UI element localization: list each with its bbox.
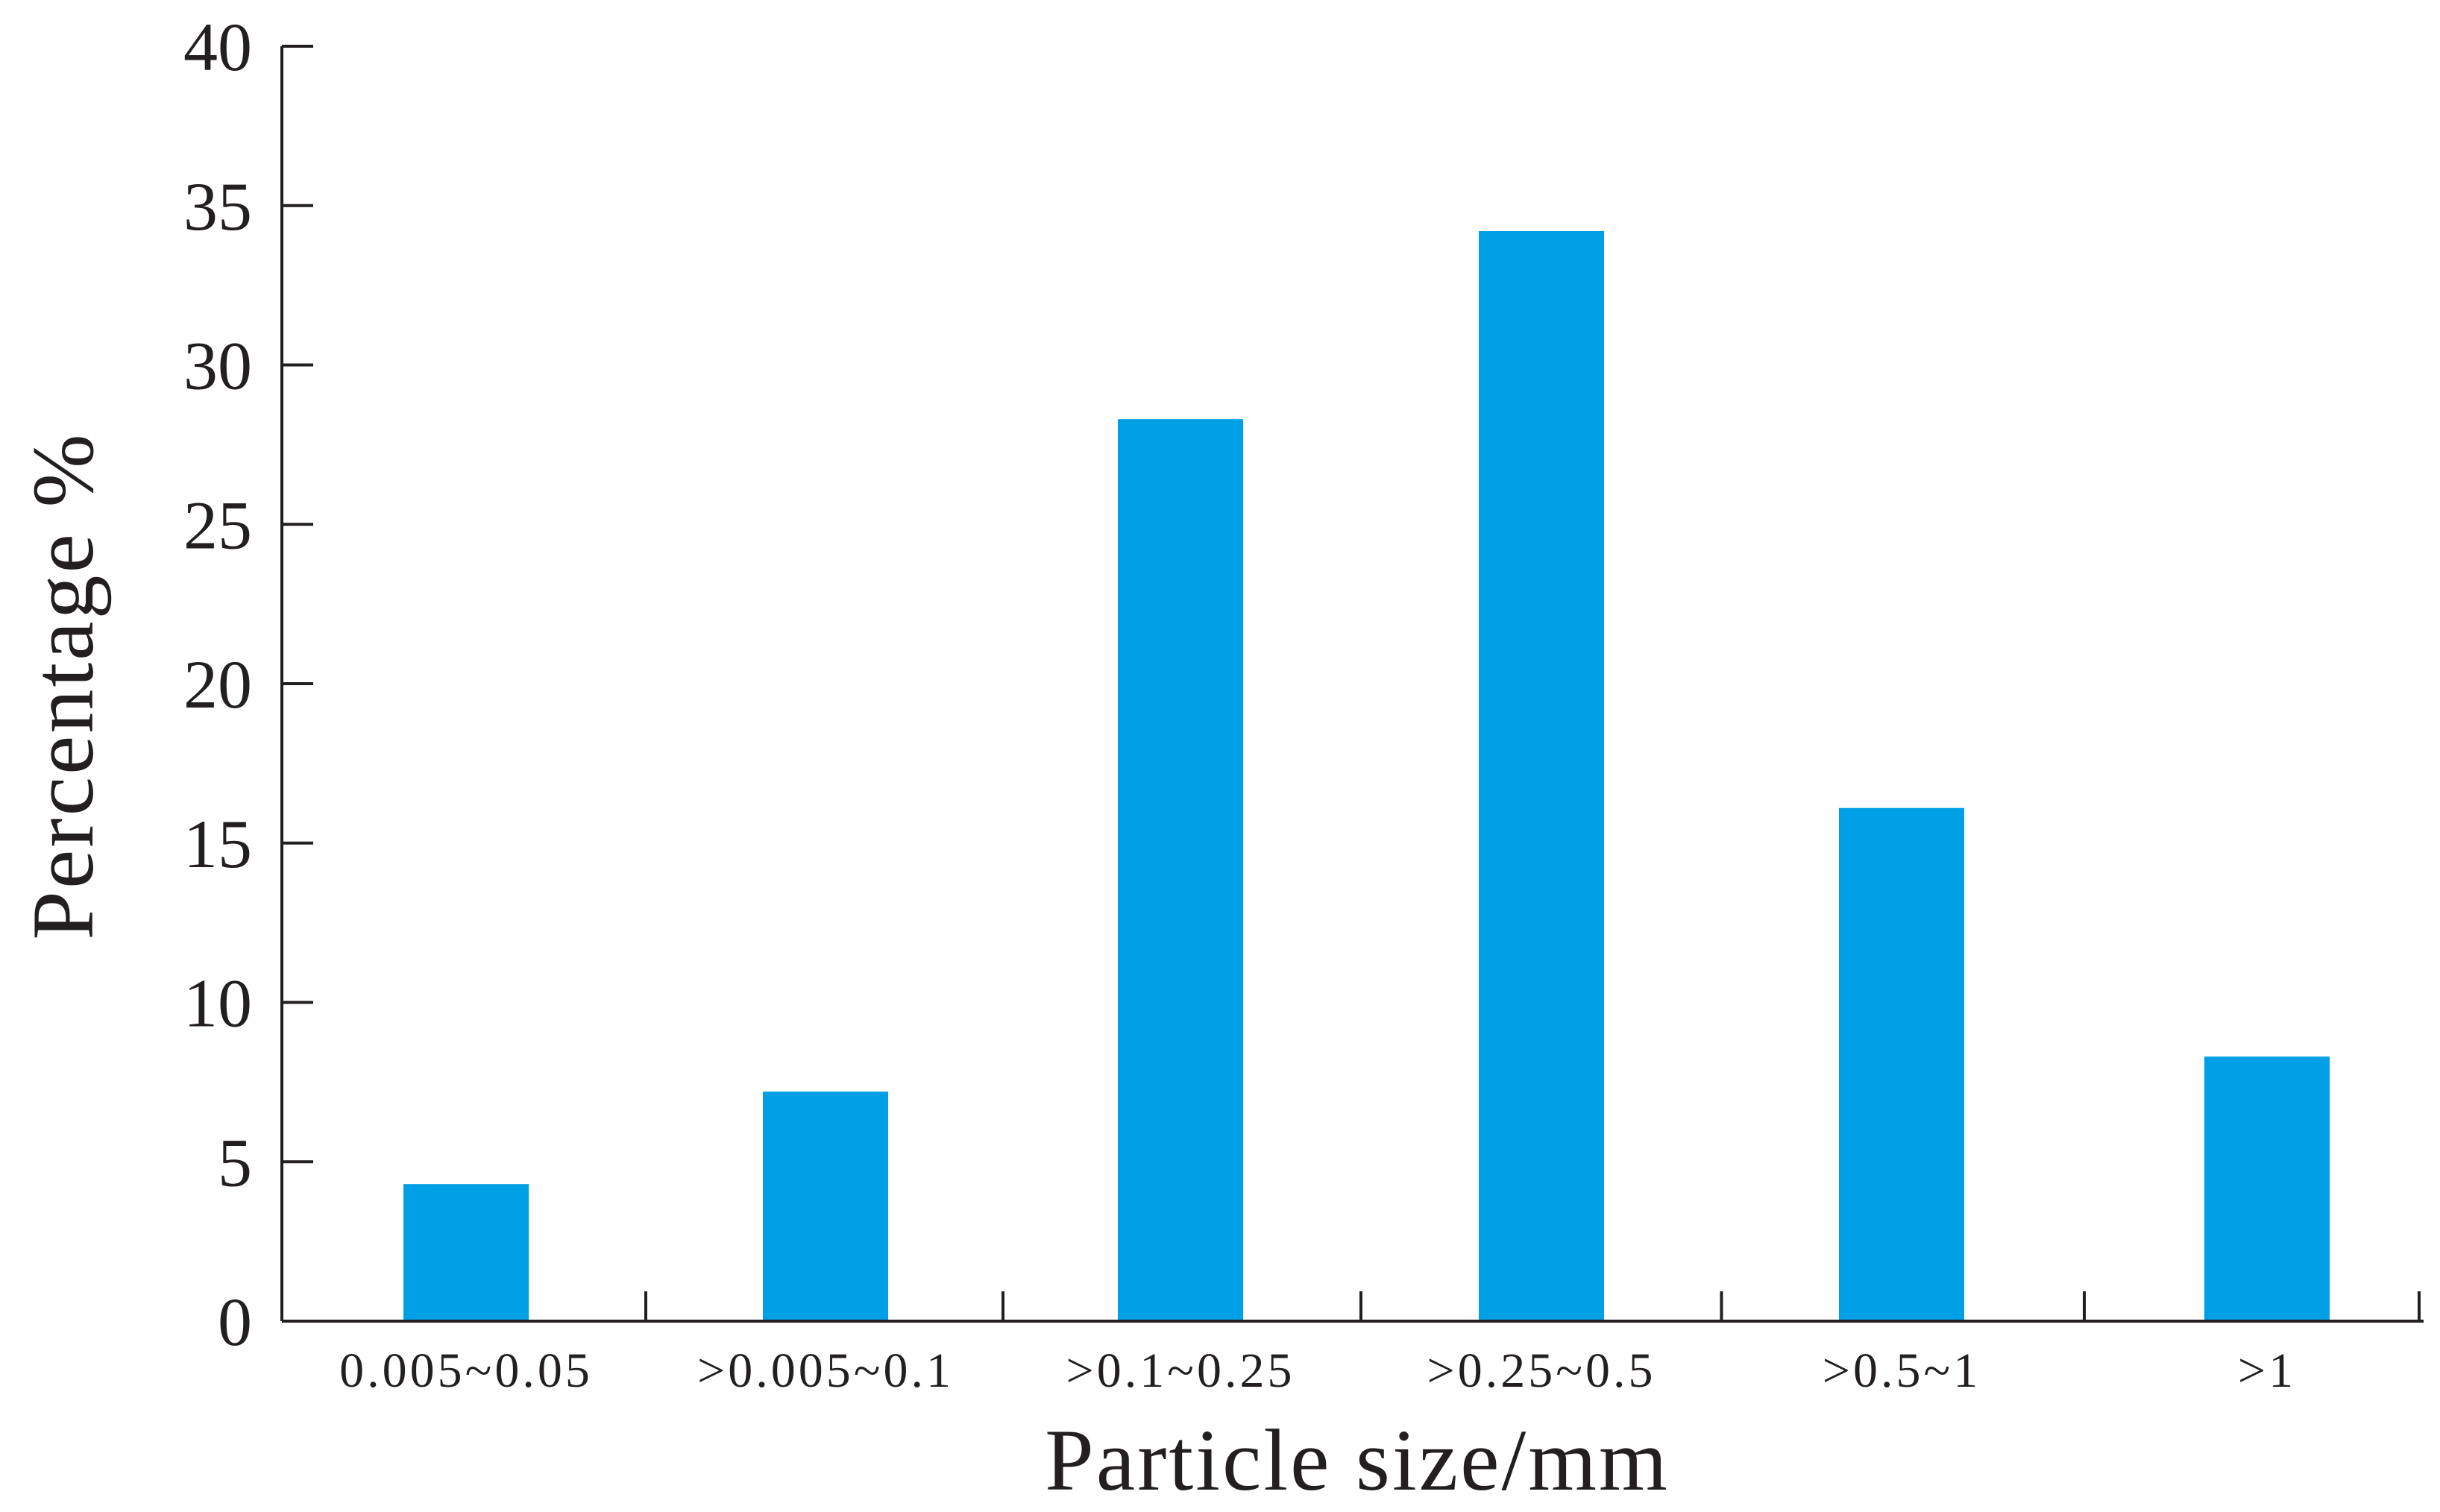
y-axis-title: Percentage % [14, 432, 112, 939]
y-axis-ticks [282, 45, 313, 1323]
bar-1 [403, 1184, 529, 1321]
x-tick-label-2: >0.005~0.1 [697, 1344, 954, 1398]
x-tick-label-5: >0.5~1 [1823, 1344, 1981, 1398]
y-tick-label-0: 0 [218, 1284, 252, 1360]
y-tick-label-35: 35 [183, 168, 252, 245]
bar-6 [2204, 1056, 2330, 1321]
y-tick-label-30: 30 [183, 328, 252, 404]
bar-3 [1118, 419, 1243, 1321]
bar-2 [763, 1092, 888, 1321]
y-tick-label-10: 10 [183, 966, 252, 1042]
y-tick-label-40: 40 [183, 9, 252, 85]
x-axis-title: Particle size/mm [1045, 1411, 1670, 1509]
x-tick-label-3: >0.1~0.25 [1066, 1344, 1295, 1398]
y-tick-label-5: 5 [218, 1124, 252, 1200]
bar-4 [1479, 230, 1604, 1322]
x-tick-label-4: >0.25~0.5 [1427, 1344, 1656, 1398]
y-tick-label-15: 15 [183, 806, 252, 882]
y-tick-label-25: 25 [183, 487, 252, 563]
y-axis-tick-labels: 0 5 10 15 20 25 30 35 40 [183, 9, 252, 1360]
x-tick-label-1: 0.005~0.05 [339, 1344, 593, 1398]
x-axis-tick-labels: 0.005~0.05 >0.005~0.1 >0.1~0.25 >0.25~0.5 >0… [339, 1344, 2296, 1398]
x-tick-label-6: >1 [2238, 1344, 2296, 1398]
bar-5 [1839, 807, 1964, 1321]
y-tick-label-20: 20 [183, 646, 252, 722]
bars [403, 230, 2330, 1322]
x-axis-ticks [644, 1291, 2421, 1321]
